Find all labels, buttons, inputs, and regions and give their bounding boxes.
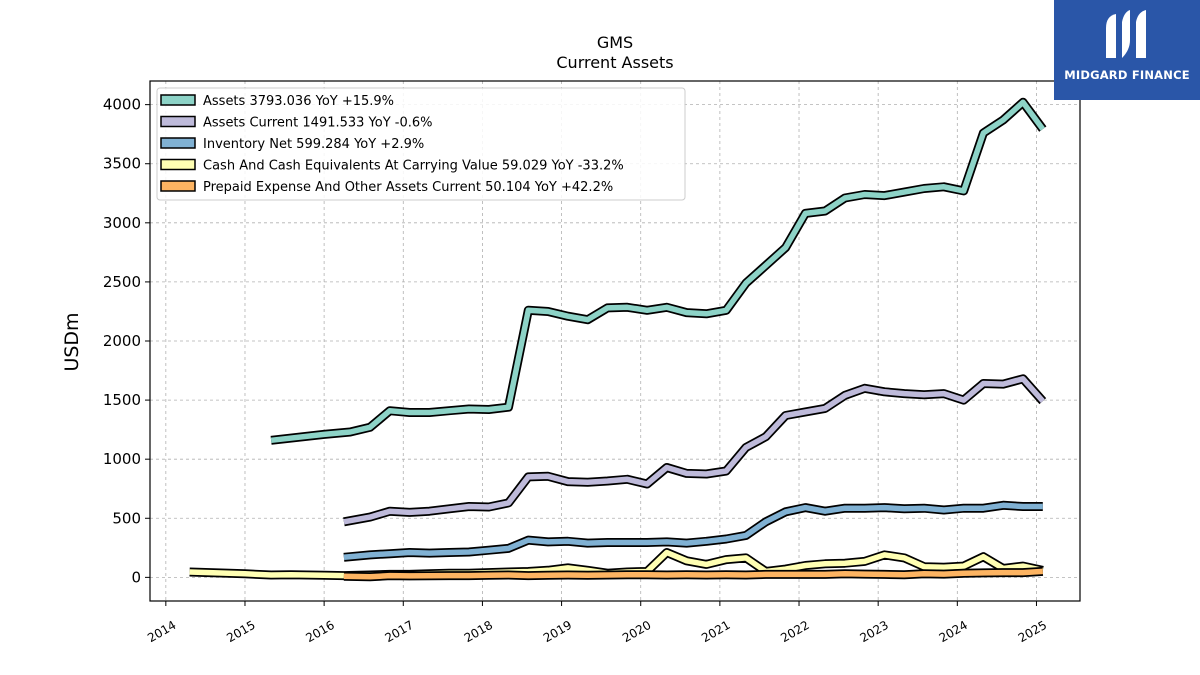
x-tick-label: 2021 bbox=[699, 618, 732, 645]
legend-swatch bbox=[160, 115, 196, 128]
legend-swatch bbox=[160, 94, 196, 106]
legend-label: Cash And Cash Equivalents At Carrying Va… bbox=[203, 159, 624, 174]
series-line bbox=[343, 376, 1045, 525]
y-tick-label: 1500 bbox=[103, 391, 141, 409]
series-lines bbox=[189, 97, 1047, 582]
legend-swatch bbox=[160, 180, 196, 192]
x-tick-label: 2014 bbox=[145, 618, 178, 645]
x-tick-label: 2022 bbox=[778, 618, 811, 645]
chart-title: GMS bbox=[597, 33, 633, 52]
x-tick-label: 2025 bbox=[1016, 618, 1049, 645]
x-tick-label: 2018 bbox=[462, 618, 495, 645]
series-line bbox=[270, 99, 1046, 444]
y-tick-label: 1000 bbox=[103, 450, 141, 468]
x-tick-label: 2015 bbox=[224, 618, 257, 645]
y-axis-label: USDm bbox=[61, 312, 83, 371]
x-tick-label: 2024 bbox=[937, 618, 970, 645]
x-tick-label: 2016 bbox=[303, 618, 336, 645]
brand-name: MIDGARD FINANCE bbox=[1064, 68, 1190, 82]
brand-logo: MIDGARD FINANCE bbox=[1054, 0, 1200, 100]
x-tick-label: 2017 bbox=[383, 618, 416, 645]
legend: Assets 3793.036 YoY +15.9% Assets Current… bbox=[156, 87, 686, 201]
series-line bbox=[343, 502, 1043, 561]
legend-label: Inventory Net 599.284 YoY +2.9% bbox=[203, 137, 424, 152]
y-tick-label: 500 bbox=[112, 509, 141, 527]
series-0 bbox=[270, 97, 1047, 445]
legend-swatch bbox=[160, 137, 196, 149]
series-2 bbox=[343, 500, 1043, 562]
y-tick-label: 2500 bbox=[103, 273, 141, 291]
y-tick-label: 3000 bbox=[103, 214, 141, 232]
chart-subtitle: Current Assets bbox=[556, 53, 673, 72]
legend-label: Prepaid Expense And Other Assets Current… bbox=[203, 180, 613, 195]
x-tick-label: 2020 bbox=[620, 618, 653, 645]
series-1 bbox=[343, 374, 1047, 527]
y-tick-label: 2000 bbox=[103, 332, 141, 350]
y-tick-label: 4000 bbox=[103, 96, 141, 114]
legend-label: Assets Current 1491.533 YoY -0.6% bbox=[203, 116, 433, 131]
series-line bbox=[343, 568, 1043, 580]
brand-mark-icon bbox=[1106, 10, 1146, 58]
x-tick-label: 2023 bbox=[857, 618, 890, 645]
y-tick-label: 3500 bbox=[103, 155, 141, 173]
y-tick-label: 0 bbox=[131, 568, 141, 586]
legend-swatch bbox=[160, 158, 196, 171]
x-tick-label: 2019 bbox=[541, 618, 574, 645]
legend-label: Assets 3793.036 YoY +15.9% bbox=[203, 94, 394, 109]
series-4 bbox=[343, 566, 1044, 582]
legend-box bbox=[156, 87, 686, 201]
